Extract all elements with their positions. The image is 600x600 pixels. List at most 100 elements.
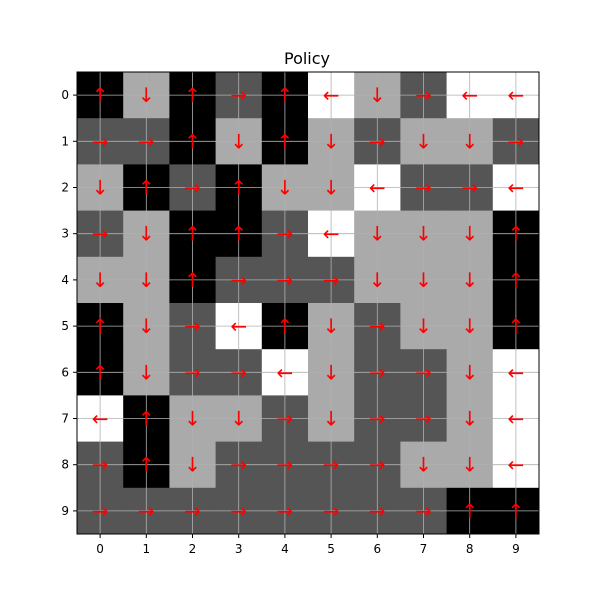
policy-arrow: ← [369,176,386,200]
policy-arrow: → [230,268,247,292]
y-tick-label: 7 [61,412,69,426]
policy-arrow: ↓ [138,360,155,384]
x-tick-label: 7 [420,542,428,556]
policy-arrow: → [230,83,247,107]
x-tick-label: 8 [466,542,474,556]
policy-arrow: → [92,499,109,523]
plot-frame [76,71,540,535]
policy-arrow: → [323,268,340,292]
policy-arrow: → [277,222,294,246]
policy-arrow: ← [508,360,525,384]
policy-arrow: → [184,499,201,523]
policy-arrow: → [461,176,478,200]
policy-arrow: ↓ [323,129,340,153]
policy-arrow: ← [323,83,340,107]
policy-arrow: ← [277,360,294,384]
policy-arrow: → [369,499,386,523]
policy-arrow: ↓ [415,268,432,292]
policy-arrow: ↓ [461,314,478,338]
policy-arrow: ← [230,314,247,338]
policy-arrow: ↓ [138,268,155,292]
policy-arrow: ↑ [508,314,525,338]
policy-arrow: → [415,499,432,523]
policy-arrow: → [230,360,247,384]
policy-arrow: ↓ [415,222,432,246]
policy-arrow: → [277,453,294,477]
y-axis-ticks: 0 1 2 3 4 5 6 7 8 9 [61,88,77,518]
policy-arrow: ↓ [415,453,432,477]
policy-arrow: ↑ [184,83,201,107]
y-tick-label: 2 [61,181,69,195]
y-tick-label: 4 [61,273,69,287]
chart-title: Policy [284,49,330,68]
policy-arrow: → [415,407,432,431]
y-tick-label: 3 [61,227,69,241]
policy-arrow: → [184,314,201,338]
policy-arrow: ↓ [138,314,155,338]
policy-arrow: ↓ [369,222,386,246]
policy-arrow: ← [461,83,478,107]
policy-arrow: → [184,176,201,200]
policy-arrow: ↑ [277,83,294,107]
policy-arrow: ↓ [369,83,386,107]
policy-arrow: ↓ [323,407,340,431]
policy-arrow: ↓ [323,360,340,384]
policy-arrow: → [230,499,247,523]
policy-arrow: → [369,407,386,431]
policy-arrow: ↑ [508,222,525,246]
policy-arrow: ↑ [277,314,294,338]
y-tick-label: 8 [61,458,69,472]
policy-arrow: → [92,453,109,477]
policy-arrow: → [508,129,525,153]
x-tick-label: 1 [142,542,150,556]
y-tick-label: 0 [61,88,69,102]
policy-arrow: → [277,407,294,431]
policy-arrow: ↑ [230,222,247,246]
policy-arrow: ↓ [415,314,432,338]
policy-arrow: ↓ [461,453,478,477]
policy-arrow: → [277,268,294,292]
policy-arrow: ↓ [277,176,294,200]
policy-arrows: ↑ ↓ ↑ → ↑ ← ↓ → ← ← → → ↑ ↓ ↑ ↓ → ↓ ↓ → ↓ ↑ → ↑ ↓ ↓ ← → → ← → ↓ ↑ ↑ → ← ↓ ↓ ↓ ↑… [92,83,525,523]
policy-arrow: ← [92,407,109,431]
policy-arrow: ↑ [461,499,478,523]
policy-arrow: → [92,222,109,246]
policy-arrow: ↑ [508,499,525,523]
policy-arrow: → [138,129,155,153]
policy-arrow: ↓ [461,360,478,384]
policy-arrow: ↑ [92,83,109,107]
policy-arrow: ↓ [461,129,478,153]
policy-arrow: → [323,453,340,477]
policy-arrow: ↓ [461,222,478,246]
policy-arrow: ← [508,83,525,107]
policy-arrow: ↑ [138,176,155,200]
policy-arrow: ↓ [369,268,386,292]
x-tick-label: 6 [373,542,381,556]
x-tick-label: 5 [327,542,335,556]
policy-arrow: ↓ [138,83,155,107]
policy-arrow: ↑ [138,453,155,477]
x-tick-label: 0 [96,542,104,556]
policy-arrow: → [369,314,386,338]
policy-arrow: ↓ [184,407,201,431]
policy-arrow: ↓ [138,222,155,246]
x-tick-label: 4 [281,542,289,556]
policy-arrow: → [415,83,432,107]
policy-arrow: ↑ [92,360,109,384]
y-tick-label: 9 [61,504,69,518]
policy-arrow: ↑ [138,407,155,431]
policy-arrow: ↑ [508,268,525,292]
policy-arrow: ↓ [323,314,340,338]
policy-arrow: ↓ [230,129,247,153]
policy-arrow: → [138,499,155,523]
policy-arrow: ↓ [323,176,340,200]
policy-arrow: → [415,360,432,384]
policy-arrow: → [369,360,386,384]
y-tick-label: 5 [61,319,69,333]
policy-arrow: ← [323,222,340,246]
grid-lines [77,72,539,534]
policy-arrow: → [277,499,294,523]
policy-arrow: ← [508,176,525,200]
policy-arrow: → [415,176,432,200]
